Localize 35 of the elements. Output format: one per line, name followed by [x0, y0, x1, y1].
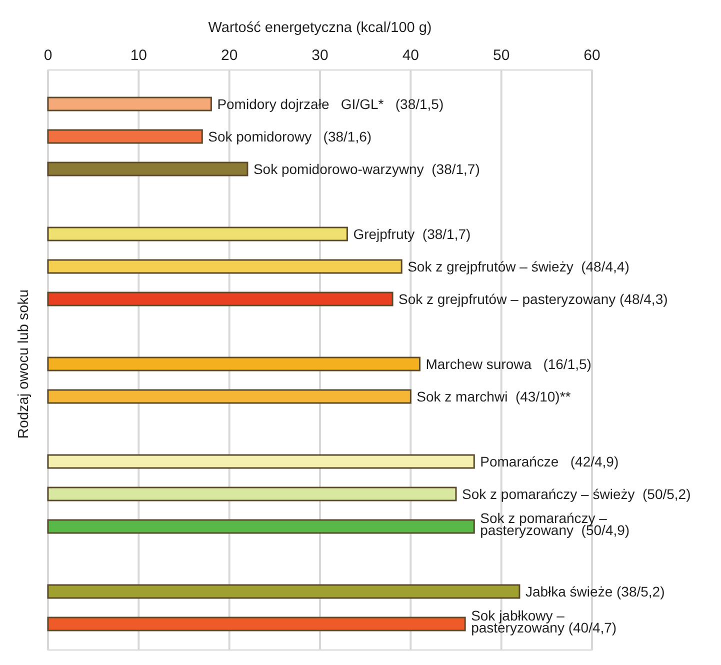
x-tick-label: 20 [220, 47, 238, 64]
bar [47, 226, 348, 242]
y-tick-label: Sok z grejpfrutów – świeży (48/4,4) [408, 258, 630, 274]
x-tick-label: 0 [44, 47, 52, 64]
y-tick-label: Sok pomidorowo-warzywny (38/1,7) [253, 160, 480, 177]
y-tick-label: Marchew surowa (16/1,5) [426, 356, 592, 372]
bar [47, 292, 394, 306]
y-axis-title: Rodzaj owocu lub soku [16, 289, 32, 439]
y-tick-label: Sok z pomarańczy – pasteryzowany (50/4,9) [480, 510, 630, 538]
y-tick-label: Sok z grejpfrutów – pasteryzowany (48/4,3) [398, 290, 668, 307]
y-tick-label: Sok pomidorowy (38/1,6) [208, 128, 372, 144]
bar [47, 454, 475, 469]
bar [47, 129, 203, 144]
bar [47, 96, 212, 112]
x-tick-label: 10 [130, 47, 148, 64]
bar [47, 486, 457, 502]
x-axis-title: Wartość energetyczna (kcal/100 g) [208, 20, 432, 36]
bar [47, 162, 248, 176]
bar [47, 519, 475, 534]
x-tick-label: 60 [584, 47, 600, 64]
y-tick-label: Pomarańcze (42/4,9) [480, 453, 619, 470]
y-tick-label: Sok z pomarańczy – świeży (50/5,2) [462, 486, 691, 502]
x-tick-label: 30 [312, 47, 328, 64]
y-tick-label: Sok z marchwi (43/10)** [416, 388, 572, 404]
x-tick-label: 40 [402, 47, 420, 64]
x-tick-label: 50 [492, 47, 510, 64]
bar [47, 584, 520, 599]
bar [47, 389, 412, 404]
y-tick-label: Jabłka świeże (38/5,2) [525, 583, 665, 600]
bar [47, 356, 420, 372]
y-tick-label: Pomidory dojrzałe GI/GL* (38/1,5) [217, 96, 444, 112]
y-tick-label: Sok jabłkowy – pasteryzowany (40/4,7) [471, 607, 617, 636]
y-tick-label: Grejpfruty (38/1,7) [353, 226, 471, 242]
bar [47, 616, 466, 632]
bar [47, 259, 402, 274]
